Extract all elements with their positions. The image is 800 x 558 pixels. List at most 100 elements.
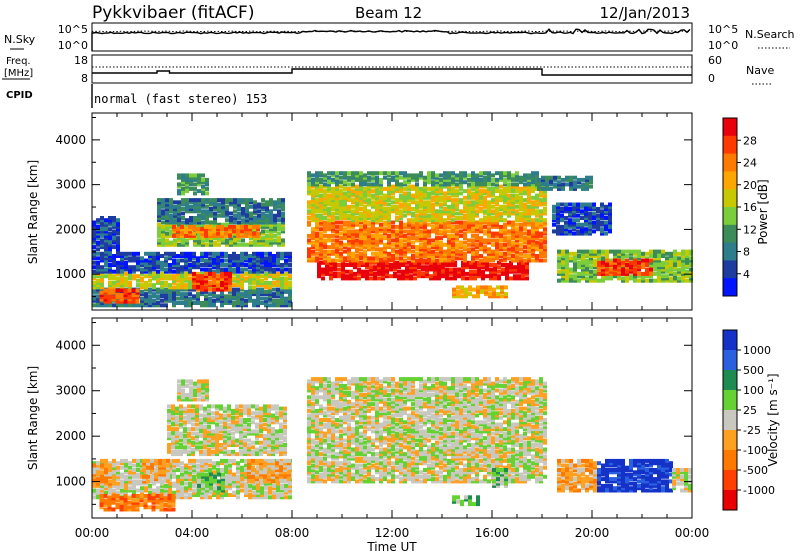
power-cell xyxy=(580,216,584,220)
power-cell xyxy=(535,194,539,198)
power-cell xyxy=(539,209,543,213)
power-cell xyxy=(339,180,343,184)
power-cell xyxy=(351,182,355,186)
power-cell xyxy=(383,187,387,191)
power-cell xyxy=(431,238,435,242)
velocity-cell xyxy=(128,461,132,465)
power-cell xyxy=(172,225,176,229)
power-cell xyxy=(339,171,343,175)
power-cell xyxy=(323,221,327,225)
power-cell xyxy=(601,261,605,265)
power-cell xyxy=(92,221,96,225)
power-cell xyxy=(431,250,435,254)
power-cell xyxy=(157,238,161,242)
power-cell xyxy=(244,252,248,256)
power-cell xyxy=(665,256,669,260)
power-cell xyxy=(592,212,596,216)
power-cell xyxy=(288,252,292,256)
power-cell xyxy=(112,254,116,258)
power-cell xyxy=(112,281,116,285)
power-cell xyxy=(204,252,208,256)
freq-label-1: Freq. xyxy=(6,56,31,67)
power-cell xyxy=(455,173,459,177)
power-cell xyxy=(488,285,492,289)
power-cell xyxy=(180,265,184,269)
power-cell xyxy=(264,272,268,276)
power-cell xyxy=(467,238,471,242)
power-cell xyxy=(323,234,327,238)
power-cell xyxy=(209,221,213,225)
power-cell xyxy=(572,232,576,236)
velocity-cell xyxy=(132,479,136,483)
power-cell xyxy=(345,263,349,267)
power-cell xyxy=(367,198,371,202)
power-cell xyxy=(633,250,637,254)
power-cell xyxy=(112,270,116,274)
power-cell xyxy=(435,209,439,213)
power-cell xyxy=(164,288,168,292)
power-cell xyxy=(331,259,335,263)
power-cell xyxy=(189,198,193,202)
power-cell xyxy=(229,212,233,216)
power-ytick-label: 3000 xyxy=(55,178,86,192)
power-cell xyxy=(152,299,156,303)
power-cell xyxy=(335,259,339,263)
power-cell xyxy=(523,203,527,207)
nsky-tick-top: 10^5 xyxy=(58,23,88,36)
power-cell xyxy=(407,236,411,240)
nsky-right-tick-bottom: 10^0 xyxy=(708,39,738,52)
power-cell xyxy=(220,268,224,272)
power-cell xyxy=(257,214,261,218)
power-cell xyxy=(499,252,503,256)
power-cell xyxy=(185,218,189,222)
power-cell xyxy=(104,295,108,299)
power-cell xyxy=(653,279,657,283)
power-cell xyxy=(451,234,455,238)
power-cell xyxy=(379,178,383,182)
power-cell xyxy=(192,225,196,229)
power-cell xyxy=(435,252,439,256)
power-cell xyxy=(649,279,653,283)
power-cell xyxy=(225,205,229,209)
power-cell xyxy=(277,236,281,240)
power-cell xyxy=(229,198,233,202)
power-cell xyxy=(553,182,557,186)
power-cell xyxy=(96,256,100,260)
power-cell xyxy=(613,259,617,263)
power-cell xyxy=(252,299,256,303)
power-cell xyxy=(527,254,531,258)
power-cell xyxy=(165,232,169,236)
power-cell xyxy=(256,225,260,229)
power-cell xyxy=(511,254,515,258)
power-cell xyxy=(465,272,469,276)
power-cell xyxy=(407,247,411,251)
power-cell xyxy=(669,252,673,256)
power-cell xyxy=(507,182,511,186)
power-cell xyxy=(327,218,331,222)
power-cell xyxy=(212,288,216,292)
power-cell xyxy=(232,268,236,272)
power-cell xyxy=(395,216,399,220)
power-cell xyxy=(577,279,581,283)
power-cell xyxy=(645,259,649,263)
power-cell xyxy=(193,198,197,202)
power-cell xyxy=(311,241,315,245)
beam-title: Beam 12 xyxy=(355,4,422,22)
power-cell xyxy=(523,232,527,236)
power-cell xyxy=(543,207,547,211)
nave-label: Nave xyxy=(746,64,774,77)
power-cell xyxy=(399,194,403,198)
power-cell xyxy=(609,250,613,254)
power-cell xyxy=(557,176,561,180)
power-cell xyxy=(248,270,252,274)
power-cell xyxy=(351,229,355,233)
power-cell xyxy=(339,225,343,229)
power-cell xyxy=(335,216,339,220)
power-cell xyxy=(216,294,220,298)
power-cell xyxy=(415,182,419,186)
power-cell xyxy=(204,225,208,229)
power-cell xyxy=(205,187,209,191)
power-cell xyxy=(355,254,359,258)
power-cell xyxy=(383,221,387,225)
power-cell xyxy=(347,171,351,175)
